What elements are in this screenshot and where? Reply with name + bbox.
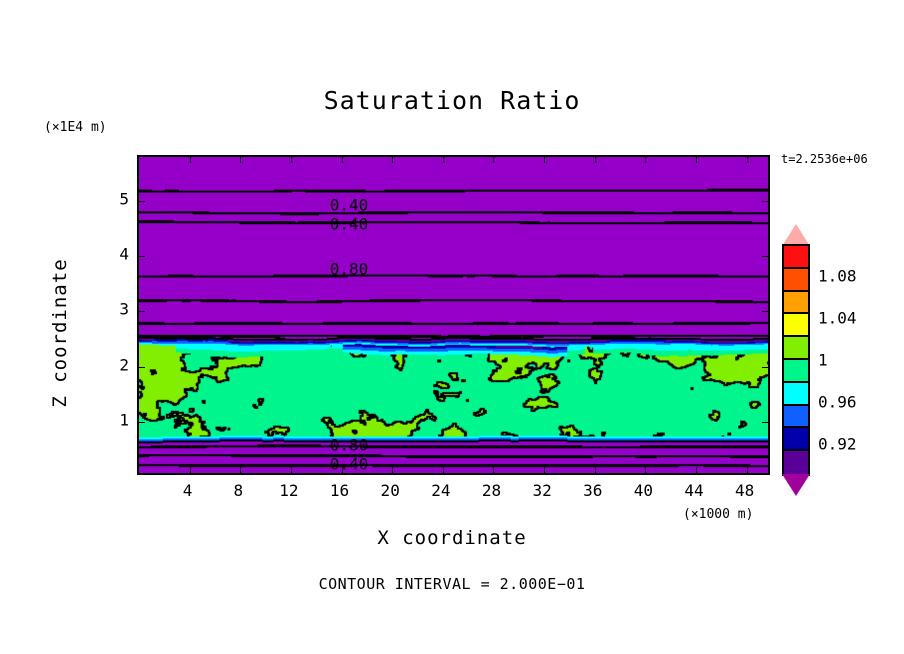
y-tick-1 <box>139 421 145 423</box>
x-tick-label-40: 40 <box>633 481 654 500</box>
y-tick-4 <box>762 256 768 258</box>
colorbar-band-4 <box>784 337 808 360</box>
colorbar-band-5 <box>784 359 808 383</box>
x-tick-label-24: 24 <box>431 481 451 500</box>
y-tick-5 <box>139 201 145 203</box>
x-tick-36 <box>594 467 596 473</box>
colorbar-bottom-cap <box>782 474 810 496</box>
y-tick-1 <box>762 421 768 423</box>
x-tick-label-36: 36 <box>583 481 603 500</box>
colorbar-band-6 <box>784 382 808 406</box>
x-tick-label-28: 28 <box>481 481 502 500</box>
x-tick-4 <box>189 157 191 163</box>
x-tick-28 <box>493 467 495 473</box>
x-tick-32 <box>544 467 546 473</box>
time-annotation: t=2.2536e+06 <box>781 152 868 166</box>
contour-label-0: 0.40 <box>329 195 369 215</box>
x-tick-label-32: 32 <box>532 481 552 500</box>
contour-label-2: 0.80 <box>329 259 369 279</box>
x-tick-label-8: 8 <box>233 481 244 500</box>
x-tick-20 <box>392 157 394 163</box>
y-tick-label-2: 2 <box>119 355 129 375</box>
x-tick-4 <box>189 467 191 473</box>
contour-interval-note: CONTOUR INTERVAL = 2.000E−01 <box>318 575 586 593</box>
x-tick-32 <box>544 157 546 163</box>
x-tick-label-44: 44 <box>684 481 704 500</box>
x-axis-title: X coordinate <box>377 527 527 549</box>
y-tick-2 <box>762 366 768 368</box>
y-tick-4 <box>139 256 145 258</box>
x-axis-unit-label: (×1000 m) <box>683 507 754 522</box>
y-tick-3 <box>762 311 768 313</box>
x-tick-12 <box>290 157 292 163</box>
page-title: Saturation Ratio <box>323 86 581 115</box>
colorbar-band-1 <box>784 268 808 292</box>
x-tick-44 <box>696 467 698 473</box>
x-tick-48 <box>746 467 748 473</box>
x-tick-28 <box>493 157 495 163</box>
x-tick-40 <box>645 467 647 473</box>
contour-label-1: 0.40 <box>329 214 369 234</box>
x-tick-48 <box>746 157 748 163</box>
y-tick-3 <box>139 311 145 313</box>
x-tick-label-16: 16 <box>329 481 350 500</box>
contour-plot-area <box>137 155 770 475</box>
x-tick-16 <box>341 467 343 473</box>
colorbar-band-0 <box>784 246 808 269</box>
contour-label-4: 0.40 <box>329 454 369 474</box>
x-tick-16 <box>341 157 343 163</box>
colorbar-band-2 <box>784 291 808 315</box>
contour-label-3: 0.80 <box>329 435 369 455</box>
x-tick-label-48: 48 <box>735 481 755 500</box>
colorbar-band-3 <box>784 314 808 338</box>
colorbar-label-1-04: 1.04 <box>818 308 857 328</box>
y-tick-label-5: 5 <box>119 189 129 209</box>
y-tick-2 <box>139 366 145 368</box>
x-tick-label-4: 4 <box>182 481 193 500</box>
x-tick-24 <box>442 157 444 163</box>
x-tick-label-12: 12 <box>279 481 299 500</box>
y-tick-label-3: 3 <box>119 299 129 319</box>
x-tick-20 <box>392 467 394 473</box>
colorbar-label-1-08: 1.08 <box>818 266 857 286</box>
colorbar-label-1: 1 <box>818 350 828 370</box>
x-tick-40 <box>645 157 647 163</box>
y-tick-label-1: 1 <box>119 410 129 430</box>
y-axis-unit-label: (×1E4 m) <box>44 120 107 135</box>
x-tick-12 <box>290 467 292 473</box>
x-tick-label-20: 20 <box>380 481 400 500</box>
x-tick-36 <box>594 157 596 163</box>
x-tick-24 <box>442 467 444 473</box>
x-tick-8 <box>240 467 242 473</box>
colorbar: 1.08 1.04 1 0.96 0.92 <box>782 224 857 496</box>
y-tick-5 <box>762 201 768 203</box>
colorbar-band-8 <box>784 428 808 452</box>
x-tick-44 <box>696 157 698 163</box>
colorbar-band-7 <box>784 405 808 429</box>
colorbar-label-0-96: 0.96 <box>818 392 857 412</box>
y-tick-label-4: 4 <box>119 244 129 264</box>
colorbar-label-0-92: 0.92 <box>818 434 857 454</box>
colorbar-bands <box>782 244 810 476</box>
x-tick-8 <box>240 157 242 163</box>
y-axis-title: Z coordinate <box>49 258 71 408</box>
colorbar-band-9 <box>784 451 808 474</box>
colorbar-top-cap <box>782 224 810 246</box>
saturation-field-raster <box>139 157 768 473</box>
